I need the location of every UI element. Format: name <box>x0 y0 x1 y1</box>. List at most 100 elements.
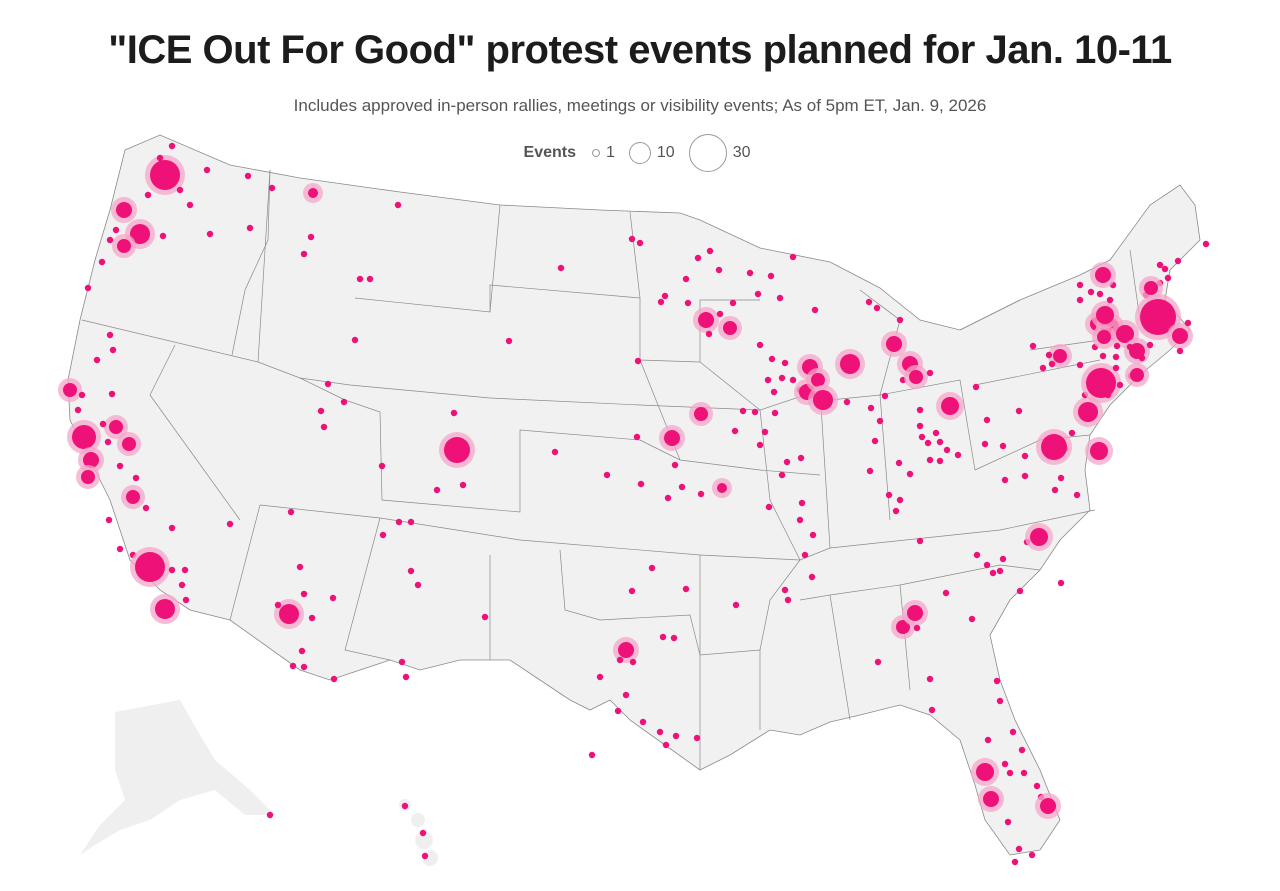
event-marker[interactable] <box>144 191 152 199</box>
event-marker[interactable] <box>840 354 860 374</box>
event-marker[interactable] <box>754 290 762 298</box>
event-marker[interactable] <box>1009 728 1017 736</box>
event-marker[interactable] <box>1138 354 1146 362</box>
event-marker[interactable] <box>1116 325 1134 343</box>
event-marker[interactable] <box>481 613 489 621</box>
event-marker[interactable] <box>881 392 889 400</box>
event-marker[interactable] <box>682 585 690 593</box>
event-marker[interactable] <box>664 430 680 446</box>
event-marker[interactable] <box>324 380 332 388</box>
event-marker[interactable] <box>1006 769 1014 777</box>
event-marker[interactable] <box>1076 296 1084 304</box>
event-marker[interactable] <box>885 491 893 499</box>
event-marker[interactable] <box>93 356 101 364</box>
event-marker[interactable] <box>63 383 77 397</box>
event-marker[interactable] <box>999 442 1007 450</box>
event-marker[interactable] <box>1116 381 1124 389</box>
event-marker[interactable] <box>981 440 989 448</box>
event-marker[interactable] <box>402 673 410 681</box>
event-marker[interactable] <box>132 474 140 482</box>
event-marker[interactable] <box>1104 391 1112 399</box>
event-marker[interactable] <box>895 459 903 467</box>
event-marker[interactable] <box>407 518 415 526</box>
event-marker[interactable] <box>1095 267 1111 283</box>
event-marker[interactable] <box>159 232 167 240</box>
event-marker[interactable] <box>1106 296 1114 304</box>
event-marker[interactable] <box>706 247 714 255</box>
event-marker[interactable] <box>968 615 976 623</box>
event-marker[interactable] <box>972 383 980 391</box>
event-marker[interactable] <box>672 732 680 740</box>
event-marker[interactable] <box>1096 306 1114 324</box>
event-marker[interactable] <box>433 486 441 494</box>
event-marker[interactable] <box>865 298 873 306</box>
event-marker[interactable] <box>1172 328 1188 344</box>
event-marker[interactable] <box>662 741 670 749</box>
event-marker[interactable] <box>1051 486 1059 494</box>
event-marker[interactable] <box>109 420 123 434</box>
event-marker[interactable] <box>308 614 316 622</box>
event-marker[interactable] <box>1130 368 1144 382</box>
event-marker[interactable] <box>684 299 692 307</box>
event-marker[interactable] <box>918 433 926 441</box>
event-marker[interactable] <box>366 275 374 283</box>
event-marker[interactable] <box>351 336 359 344</box>
event-marker[interactable] <box>274 601 282 609</box>
event-marker[interactable] <box>765 503 773 511</box>
event-marker[interactable] <box>117 239 131 253</box>
event-marker[interactable] <box>588 751 596 759</box>
event-marker[interactable] <box>973 551 981 559</box>
event-marker[interactable] <box>551 448 559 456</box>
event-marker[interactable] <box>1021 452 1029 460</box>
event-marker[interactable] <box>1030 528 1048 546</box>
event-marker[interactable] <box>984 736 992 744</box>
event-marker[interactable] <box>694 254 702 262</box>
event-marker[interactable] <box>678 483 686 491</box>
event-marker[interactable] <box>1001 760 1009 768</box>
event-marker[interactable] <box>697 490 705 498</box>
event-marker[interactable] <box>789 376 797 384</box>
event-marker[interactable] <box>809 531 817 539</box>
event-marker[interactable] <box>633 433 641 441</box>
event-marker[interactable] <box>989 569 997 577</box>
event-marker[interactable] <box>246 224 254 232</box>
event-marker[interactable] <box>705 330 713 338</box>
event-marker[interactable] <box>450 409 458 417</box>
event-marker[interactable] <box>715 266 723 274</box>
event-marker[interactable] <box>83 452 99 468</box>
event-marker[interactable] <box>976 763 994 781</box>
event-marker[interactable] <box>104 438 112 446</box>
event-marker[interactable] <box>717 483 727 493</box>
event-marker[interactable] <box>268 184 276 192</box>
event-marker[interactable] <box>789 253 797 261</box>
event-marker[interactable] <box>126 490 140 504</box>
event-marker[interactable] <box>279 604 299 624</box>
event-marker[interactable] <box>1040 798 1056 814</box>
event-marker[interactable] <box>72 425 96 449</box>
event-marker[interactable] <box>636 239 644 247</box>
event-marker[interactable] <box>1202 240 1210 248</box>
event-marker[interactable] <box>1015 407 1023 415</box>
event-marker[interactable] <box>913 624 921 632</box>
event-marker[interactable] <box>942 589 950 597</box>
event-marker[interactable] <box>797 454 805 462</box>
event-marker[interactable] <box>932 429 940 437</box>
event-marker[interactable] <box>300 590 308 598</box>
event-marker[interactable] <box>168 566 176 574</box>
event-marker[interactable] <box>811 306 819 314</box>
event-marker[interactable] <box>307 233 315 241</box>
event-marker[interactable] <box>767 272 775 280</box>
event-marker[interactable] <box>614 707 622 715</box>
event-marker[interactable] <box>182 596 190 604</box>
event-marker[interactable] <box>916 422 924 430</box>
event-marker[interactable] <box>505 337 513 345</box>
event-marker[interactable] <box>1099 352 1107 360</box>
event-marker[interactable] <box>186 201 194 209</box>
event-marker[interactable] <box>395 518 403 526</box>
event-marker[interactable] <box>778 374 786 382</box>
event-marker[interactable] <box>150 160 180 190</box>
event-marker[interactable] <box>628 587 636 595</box>
event-marker[interactable] <box>756 341 764 349</box>
event-marker[interactable] <box>671 461 679 469</box>
event-marker[interactable] <box>731 427 739 435</box>
